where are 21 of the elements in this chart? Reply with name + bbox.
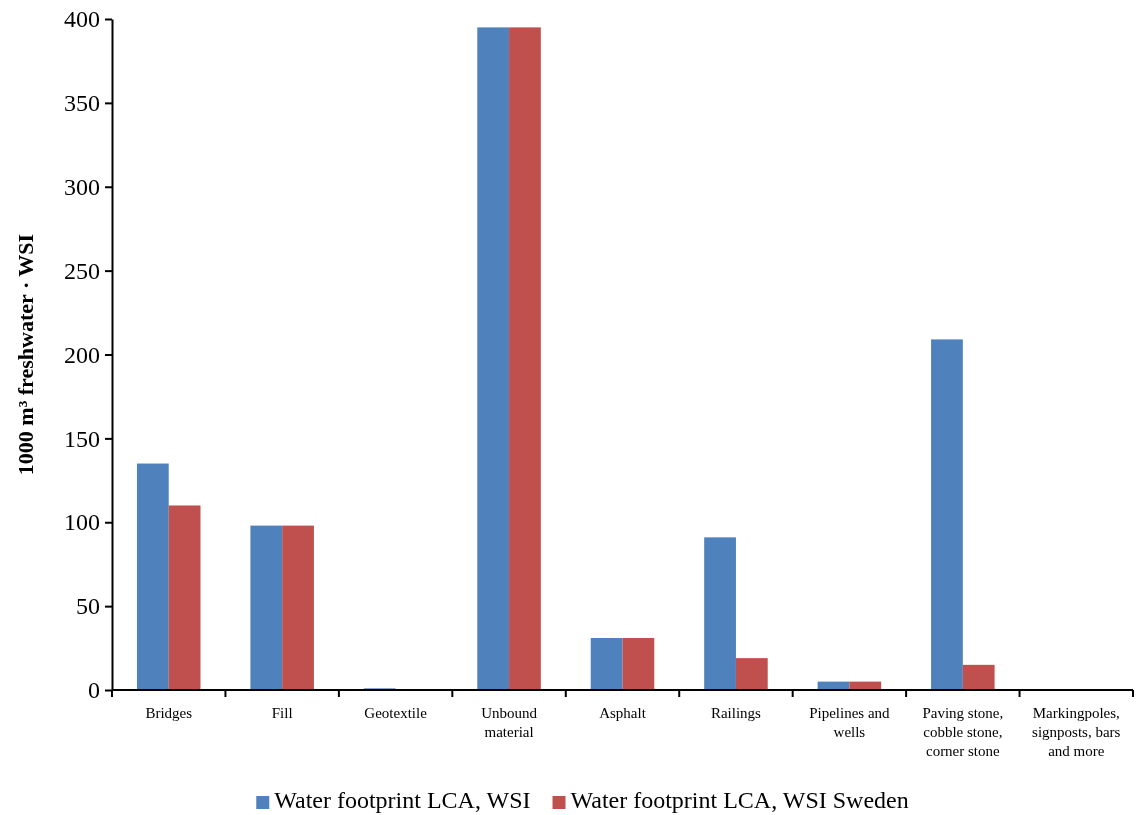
legend-label: Water footprint LCA, WSI Sweden [570,787,909,813]
x-tick-label: Asphalt [599,705,647,721]
x-tick-label: Fill [271,705,293,721]
y-tick-label: 100 [64,509,100,536]
y-tick-label: 150 [64,425,100,452]
y-tick-label: 250 [64,257,100,284]
y-tick-label: 0 [88,677,100,704]
x-tick-label: Paving stone, cobble stone, corner stone [922,705,1004,759]
y-tick-label: 400 [64,6,100,33]
x-tick-label: Unbound material [481,705,538,740]
x-tick-label: Railings [710,705,762,721]
x-tick-label: Markingpoles, signposts, bars and more [1032,705,1121,759]
y-tick-label: 300 [64,173,100,200]
x-tick-label: Bridges [145,705,193,721]
y-axis-title: 1000 m³ freshwater · WSI [13,233,38,476]
y-tick-label: 350 [64,90,100,117]
x-tick-label: Geotextile [364,705,428,721]
legend-label: Water footprint LCA, WSI [274,787,531,813]
x-tick-label: Pipelines and wells [809,705,891,740]
y-tick-label: 200 [64,341,100,368]
y-tick-label: 50 [76,593,100,620]
